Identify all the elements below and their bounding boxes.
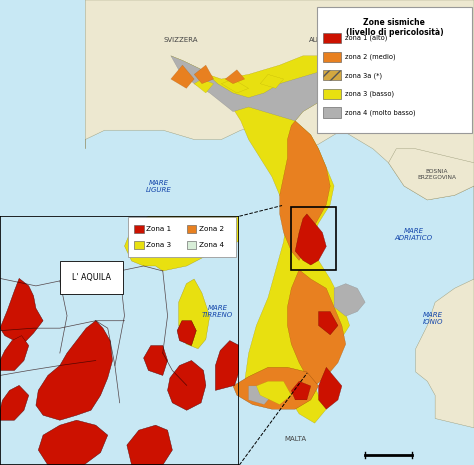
Text: zona 3 (basso): zona 3 (basso) [345,91,394,97]
Polygon shape [194,79,214,93]
Text: Zona 4: Zona 4 [199,242,224,248]
Polygon shape [292,381,311,400]
Bar [323,33,341,43]
Bar [187,225,196,233]
Text: BOSNIA
ERZEGOVINA: BOSNIA ERZEGOVINA [418,169,456,180]
Polygon shape [85,0,474,200]
Polygon shape [215,340,239,391]
Polygon shape [260,74,283,88]
Polygon shape [287,270,346,386]
Polygon shape [38,420,108,465]
Text: Zona 2: Zona 2 [199,226,224,232]
Polygon shape [168,360,206,410]
Bar [323,52,341,62]
Polygon shape [0,385,29,420]
Text: CROAZIA: CROAZIA [396,123,428,128]
Bar [323,107,341,118]
Text: MARE
ADRIATICO: MARE ADRIATICO [395,228,433,241]
Polygon shape [0,279,43,343]
Text: Zone sismiche
(livello di pericolosità): Zone sismiche (livello di pericolosità) [346,18,443,37]
Bar [292,207,336,270]
Polygon shape [179,279,210,349]
Polygon shape [144,345,168,375]
Polygon shape [319,312,338,335]
Text: zona 2 (medio): zona 2 (medio) [345,53,396,60]
Polygon shape [171,65,194,88]
Bar [323,89,341,99]
Polygon shape [295,214,326,265]
Text: AUSTRIA: AUSTRIA [310,37,339,42]
Text: MALTA: MALTA [284,437,306,442]
Text: zona 1 (alto): zona 1 (alto) [345,35,387,41]
Bar [187,241,196,249]
Text: zona 3a (*): zona 3a (*) [345,72,382,79]
Bar [323,70,341,80]
Polygon shape [225,70,245,84]
Polygon shape [36,321,112,420]
Bar [134,225,144,233]
Polygon shape [389,149,474,428]
FancyBboxPatch shape [128,218,236,257]
Text: zona 4 (molto basso): zona 4 (molto basso) [345,109,416,116]
Text: MARE
IONIO: MARE IONIO [423,312,444,325]
FancyBboxPatch shape [317,7,472,133]
Text: SLOVENIA: SLOVENIA [373,76,408,82]
Polygon shape [280,121,330,260]
Text: Zona 1: Zona 1 [146,226,172,232]
Polygon shape [256,381,292,405]
Polygon shape [194,65,214,84]
Polygon shape [177,321,196,345]
Text: Zona 3: Zona 3 [146,242,172,248]
Polygon shape [233,367,319,409]
Polygon shape [319,367,342,409]
Polygon shape [326,60,357,84]
Polygon shape [0,336,29,371]
Polygon shape [334,284,365,316]
Text: SVIZZERA: SVIZZERA [164,37,198,42]
Polygon shape [127,425,173,465]
Bar [134,241,144,249]
Text: L' AQUILA: L' AQUILA [72,272,111,282]
Polygon shape [221,79,248,93]
Polygon shape [248,386,272,405]
Text: MARE
TIRRENO: MARE TIRRENO [202,305,233,318]
Text: MARE
LIGURE: MARE LIGURE [146,179,172,193]
Polygon shape [125,216,239,271]
Polygon shape [171,56,357,121]
Polygon shape [171,56,357,423]
